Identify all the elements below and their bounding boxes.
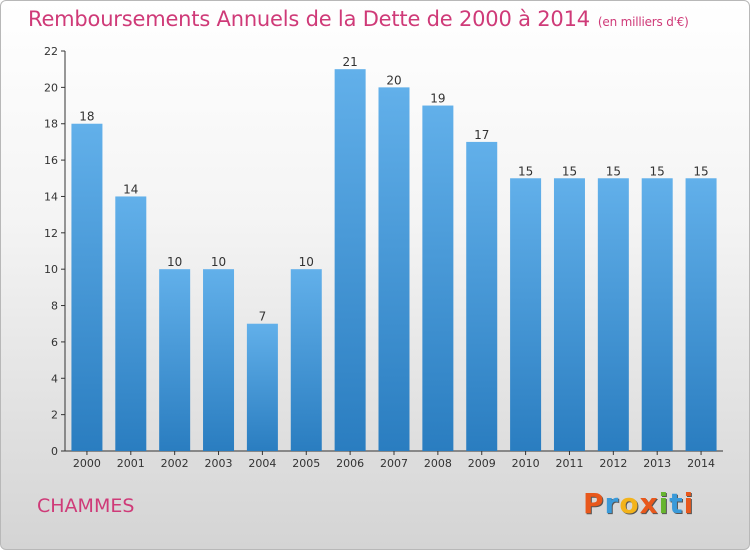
bar <box>378 87 410 451</box>
y-tick-label: 0 <box>51 445 58 458</box>
bar-value-label: 19 <box>430 92 445 106</box>
bar-value-label: 15 <box>650 164 665 178</box>
bar <box>334 69 366 451</box>
bar <box>115 196 147 451</box>
bar-value-label: 15 <box>606 164 621 178</box>
bar-value-label: 15 <box>562 164 577 178</box>
x-tick-label: 2012 <box>599 457 627 470</box>
x-tick-label: 2007 <box>380 457 408 470</box>
x-tick-label: 2014 <box>687 457 715 470</box>
logo-letter: P <box>583 487 605 520</box>
x-tick-label: 2011 <box>555 457 583 470</box>
logo-letter: i <box>683 487 695 520</box>
y-tick-label: 14 <box>44 190 58 203</box>
bar-value-label: 21 <box>342 55 357 69</box>
bar <box>422 105 454 451</box>
y-tick-label: 22 <box>44 45 58 58</box>
x-tick-label: 2009 <box>468 457 496 470</box>
y-tick-label: 18 <box>44 118 58 131</box>
y-tick-label: 16 <box>44 154 58 167</box>
logo-letter: x <box>639 487 659 520</box>
x-tick-label: 2010 <box>512 457 540 470</box>
x-tick-label: 2005 <box>292 457 320 470</box>
y-tick-label: 6 <box>51 336 58 349</box>
logo-letter: i <box>658 487 670 520</box>
bar <box>466 141 498 451</box>
x-tick-label: 2003 <box>205 457 233 470</box>
y-tick-label: 10 <box>44 263 58 276</box>
bar <box>159 269 191 451</box>
bar-value-label: 10 <box>167 255 182 269</box>
y-tick-label: 8 <box>51 300 58 313</box>
proxiti-logo: Proxiti <box>583 487 694 520</box>
x-tick-label: 2004 <box>248 457 276 470</box>
bars <box>71 69 717 452</box>
chart-title: Remboursements Annuels de la Dette de 20… <box>28 7 689 31</box>
bar-value-label: 10 <box>299 255 314 269</box>
logo-letter: o <box>619 487 640 520</box>
bar-value-label: 20 <box>386 73 401 87</box>
x-tick-label: 2008 <box>424 457 452 470</box>
bar-value-label: 14 <box>123 182 138 196</box>
chart-unit: (en milliers d'€) <box>597 15 689 29</box>
x-tick-label: 2006 <box>336 457 364 470</box>
bar <box>510 178 542 452</box>
bar-value-label: 15 <box>518 164 533 178</box>
y-tick-label: 4 <box>51 372 58 385</box>
bar <box>246 323 278 451</box>
x-tick-label: 2001 <box>117 457 145 470</box>
value-labels: 18 14 10 10 7 10 21 20 19 17 15 15 15 15 15 <box>79 55 708 324</box>
bar-value-label: 7 <box>259 310 267 324</box>
logo-letter: r <box>604 487 620 520</box>
y-tick-label: 20 <box>44 81 58 94</box>
bar <box>641 178 673 452</box>
x-tick-label: 2002 <box>161 457 189 470</box>
x-tick-label: 2000 <box>73 457 101 470</box>
x-tick-label: 2013 <box>643 457 671 470</box>
logo-letter: t <box>669 487 684 520</box>
y-tick-label: 12 <box>44 227 58 240</box>
bar <box>597 178 629 452</box>
bar-value-label: 15 <box>693 164 708 178</box>
bar <box>71 123 103 452</box>
town-name: CHAMMES <box>37 495 135 517</box>
axes: 0 2 4 6 8 10 12 14 16 18 20 22 2000 2001 2002 2003 2004 2… <box>44 45 723 470</box>
y-tick-label: 2 <box>51 409 58 422</box>
bar <box>290 269 322 451</box>
bar-value-label: 18 <box>79 110 94 124</box>
bar <box>203 269 235 451</box>
bar <box>685 178 717 452</box>
bar-value-label: 17 <box>474 128 489 142</box>
bar <box>553 178 585 452</box>
bar-value-label: 10 <box>211 255 226 269</box>
